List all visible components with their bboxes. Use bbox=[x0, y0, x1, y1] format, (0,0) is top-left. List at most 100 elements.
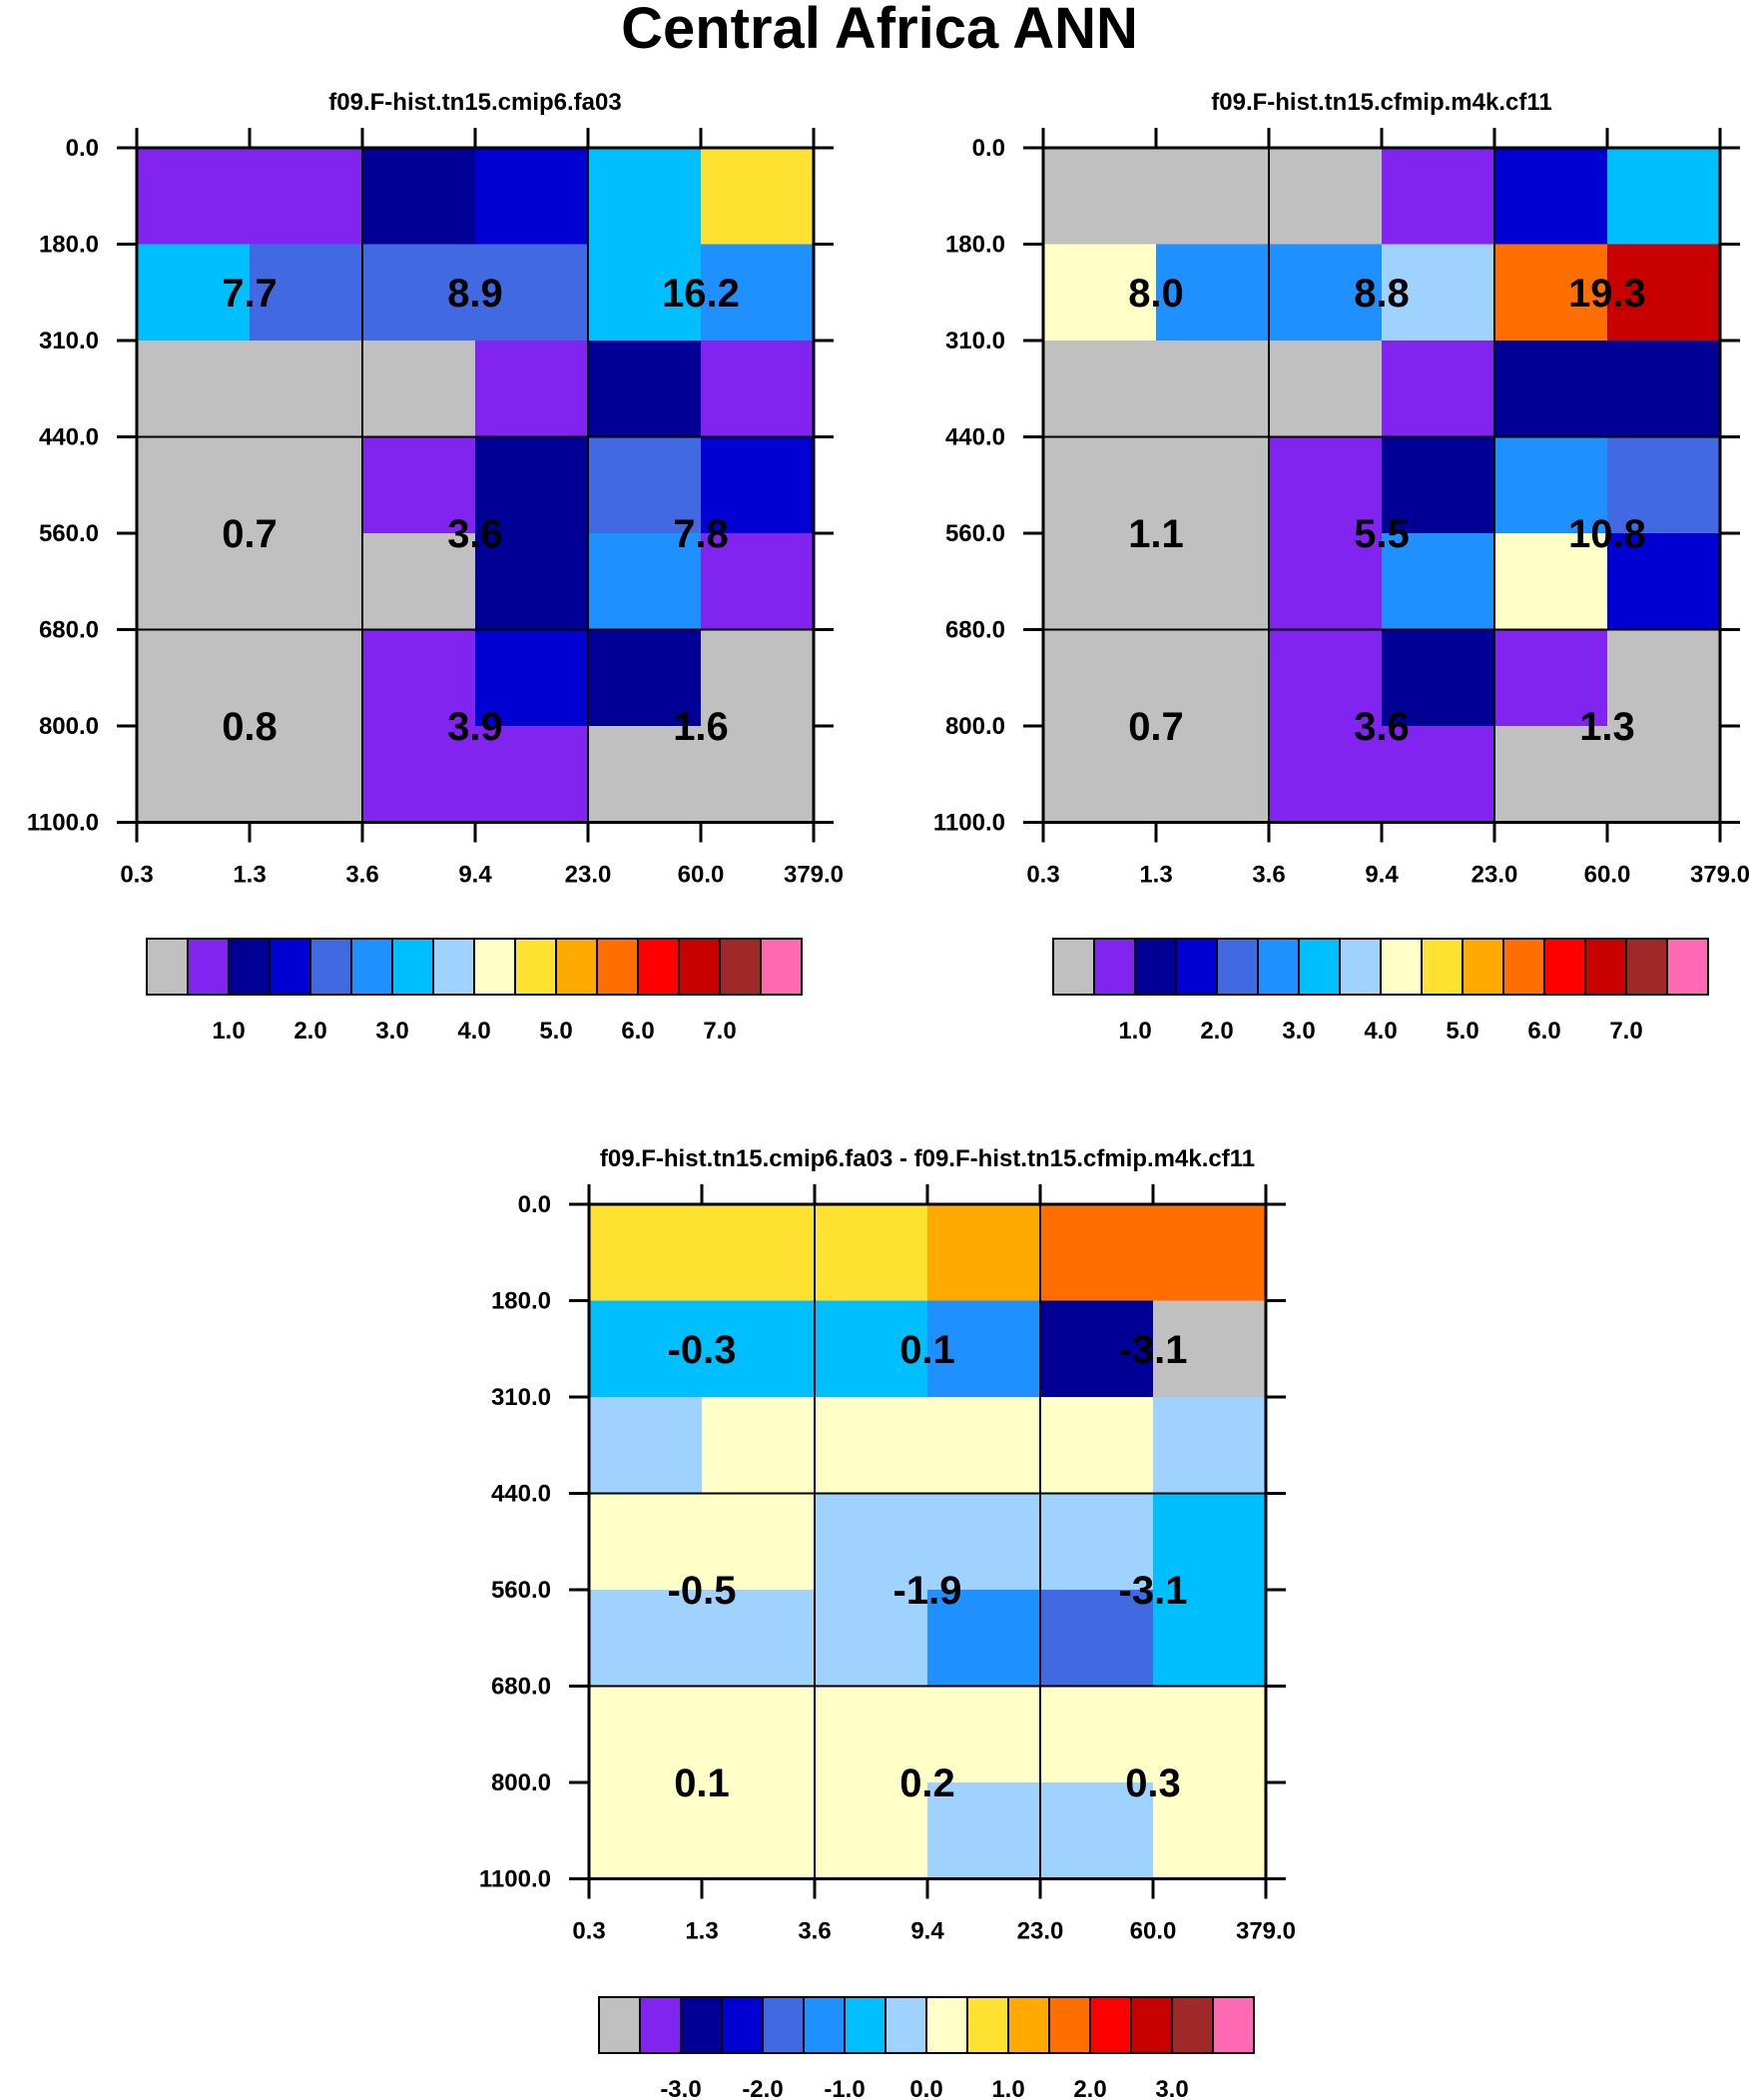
heatmap-cell bbox=[1156, 629, 1270, 727]
colorbar-label: -3.0 bbox=[660, 2076, 701, 2100]
panel-title: f09.F-hist.tn15.cfmip.m4k.cf11 bbox=[1211, 89, 1551, 116]
y-tick-label: 310.0 bbox=[945, 328, 1005, 354]
heatmap-cell bbox=[702, 1397, 816, 1495]
heatmap-cell bbox=[1153, 1204, 1267, 1302]
cell-value-label: 0.1 bbox=[899, 1328, 955, 1372]
colorbar-swatch bbox=[639, 1996, 682, 2054]
heatmap-cell bbox=[815, 1204, 928, 1302]
heatmap-cell bbox=[1043, 726, 1157, 824]
colorbar-swatch bbox=[1052, 938, 1095, 996]
heatmap-cell bbox=[589, 1493, 703, 1591]
cell-value-label: 7.7 bbox=[222, 272, 278, 316]
colorbar-swatch bbox=[1380, 938, 1423, 996]
y-tick-label: 440.0 bbox=[491, 1481, 551, 1508]
colorbar-label: -2.0 bbox=[742, 2076, 783, 2100]
heatmap-cell bbox=[589, 1590, 703, 1688]
heatmap-cell bbox=[1153, 1397, 1267, 1495]
y-tick-label: 560.0 bbox=[39, 520, 99, 547]
colorbar-swatch bbox=[678, 938, 721, 996]
heatmap-cell bbox=[1494, 436, 1608, 534]
colorbar-label: 3.0 bbox=[1282, 1018, 1315, 1045]
colorbar-label: 7.0 bbox=[1609, 1018, 1642, 1045]
colorbar-swatch bbox=[1625, 938, 1668, 996]
cell-value-label: 3.6 bbox=[1354, 705, 1410, 749]
heatmap-cell bbox=[137, 436, 251, 534]
heatmap-cell bbox=[362, 148, 476, 246]
colorbar-swatch bbox=[1298, 938, 1341, 996]
y-tick-label: 560.0 bbox=[945, 520, 1005, 547]
cell-value-label: 16.2 bbox=[662, 272, 740, 316]
cell-value-label: -3.1 bbox=[1119, 1328, 1188, 1372]
colorbar-swatch bbox=[1134, 938, 1177, 996]
cell-value-label: 7.8 bbox=[673, 512, 729, 556]
cell-value-label: 0.3 bbox=[1125, 1761, 1181, 1805]
colorbar-label: 5.0 bbox=[1446, 1018, 1478, 1045]
colorbar-swatch bbox=[228, 938, 271, 996]
heatmap-cell bbox=[1153, 1686, 1267, 1783]
x-tick-label: 3.6 bbox=[345, 862, 378, 889]
cell-value-label: 1.6 bbox=[673, 705, 729, 749]
heatmap-cell bbox=[588, 436, 702, 534]
x-tick-label: 60.0 bbox=[1584, 862, 1631, 889]
colorbar-swatch bbox=[1666, 938, 1709, 996]
heatmap-cell bbox=[1494, 244, 1608, 342]
heatmap-cell bbox=[137, 533, 251, 631]
cell-value-label: 0.7 bbox=[1128, 705, 1184, 749]
colorbar-label: 1.0 bbox=[1118, 1018, 1151, 1045]
x-tick-label: 23.0 bbox=[1471, 862, 1518, 889]
colorbar-label: 3.0 bbox=[1155, 2076, 1188, 2100]
y-tick-label: 680.0 bbox=[491, 1674, 551, 1701]
colorbar-label: 6.0 bbox=[621, 1018, 654, 1045]
heatmap-cell bbox=[1156, 244, 1270, 342]
heatmap-cell bbox=[702, 1686, 816, 1783]
colorbar-swatch bbox=[1048, 1996, 1091, 2054]
y-tick-label: 1100.0 bbox=[27, 810, 99, 837]
heatmap-cell bbox=[1382, 533, 1495, 631]
colorbar-swatch bbox=[187, 938, 230, 996]
colorbar-label: 2.0 bbox=[1073, 2076, 1106, 2100]
colorbar-swatch bbox=[1502, 938, 1545, 996]
colorbar-swatch bbox=[844, 1996, 886, 2054]
y-tick-label: 680.0 bbox=[39, 617, 99, 644]
heatmap-cell bbox=[1156, 341, 1270, 438]
heatmap-cell bbox=[1607, 533, 1721, 631]
colorbar-swatch bbox=[760, 938, 803, 996]
colorbar-swatch bbox=[146, 938, 189, 996]
heatmap-cell bbox=[1153, 1782, 1267, 1880]
heatmap-cell bbox=[1156, 436, 1270, 534]
heatmap-cell bbox=[475, 244, 589, 342]
colorbar-swatch bbox=[1212, 1996, 1255, 2054]
colorbar-label: 5.0 bbox=[539, 1018, 572, 1045]
heatmap-cell bbox=[1382, 726, 1495, 824]
x-tick-label: 379.0 bbox=[1690, 862, 1750, 889]
heatmap-cell bbox=[1382, 629, 1495, 727]
colorbar-label: -1.0 bbox=[824, 2076, 865, 2100]
heatmap-cell bbox=[137, 629, 251, 727]
cell-value-label: -0.5 bbox=[668, 1569, 737, 1613]
heatmap-cell bbox=[475, 341, 589, 438]
heatmap-cell bbox=[250, 341, 363, 438]
colorbar-label: 4.0 bbox=[457, 1018, 490, 1045]
heatmap-cell bbox=[137, 244, 251, 342]
colorbar-swatch bbox=[555, 938, 598, 996]
colorbar-swatch bbox=[680, 1996, 723, 2054]
heatmap-cell bbox=[1607, 726, 1721, 824]
cell-value-label: 8.9 bbox=[447, 272, 503, 316]
x-tick-label: 3.6 bbox=[798, 1918, 831, 1945]
x-tick-label: 9.4 bbox=[1365, 862, 1399, 889]
cell-value-label: 3.6 bbox=[447, 512, 503, 556]
heatmap-cell bbox=[701, 726, 815, 824]
colorbar-label: 4.0 bbox=[1364, 1018, 1397, 1045]
heatmap-cell bbox=[1043, 244, 1157, 342]
heatmap-cell bbox=[588, 148, 702, 246]
heatmap-cell bbox=[1043, 148, 1157, 246]
colorbar-swatch bbox=[1257, 938, 1300, 996]
heatmap-cell bbox=[1607, 629, 1721, 727]
panel-diff: f09.F-hist.tn15.cmip6.fa03 - f09.F-hist.… bbox=[479, 1145, 1296, 2100]
heatmap-cell bbox=[589, 1300, 703, 1398]
y-tick-label: 440.0 bbox=[39, 424, 99, 451]
heatmap-cell bbox=[1269, 726, 1383, 824]
cell-value-label: 5.5 bbox=[1354, 512, 1410, 556]
heatmap-cell bbox=[475, 533, 589, 631]
heatmap-cell bbox=[927, 1300, 1041, 1398]
